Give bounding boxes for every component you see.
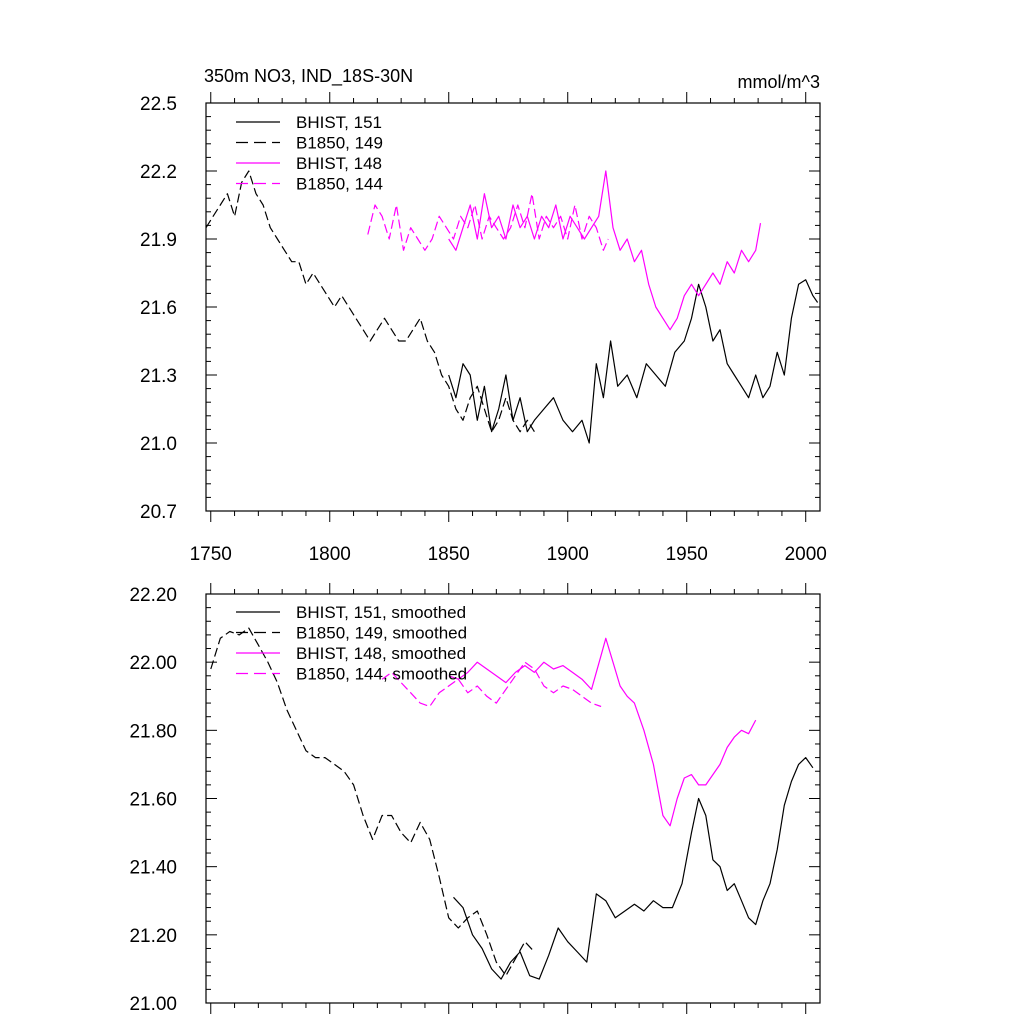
top-y-tick-label: 20.7	[140, 502, 177, 523]
top-x-tick-label: 1950	[666, 544, 708, 565]
bottom-legend-label: BHIST, 151, smoothed	[296, 603, 466, 622]
top-y-tick-label: 21.3	[140, 366, 177, 387]
top-panel: 20.7 21.0 21.3 21.6 21.9 22.2 22.5 1750 1800 1850…	[140, 66, 827, 565]
top-x-tick-label: 1900	[547, 544, 589, 565]
bottom-y-tick-label: 21.40	[129, 858, 177, 879]
bottom-y-tick-label: 21.00	[129, 994, 177, 1015]
top-series-line-b1850-144	[367, 193, 609, 251]
top-x-tick-label: 1800	[309, 544, 351, 565]
bottom-series-line-b1850-149-smoothed	[210, 627, 535, 977]
top-legend-label: B1850, 144	[296, 175, 383, 194]
bottom-legend-label: B1850, 144, smoothed	[296, 665, 467, 684]
top-legend-label: B1850, 149	[296, 134, 383, 153]
top-y-tick-label: 21.0	[140, 434, 177, 455]
top-x-tick-label: 2000	[785, 544, 827, 565]
bottom-legend-label: BHIST, 148, smoothed	[296, 644, 466, 663]
bottom-y-tick-label: 22.00	[129, 653, 177, 674]
bottom-legend-label: B1850, 149, smoothed	[296, 624, 467, 643]
top-legend-label: BHIST, 151	[296, 113, 382, 132]
top-y-tick-label: 22.5	[140, 94, 177, 115]
top-y-tick-label: 22.2	[140, 162, 177, 183]
top-y-tick-label: 21.6	[140, 298, 177, 319]
top-series-line-bhist-151	[448, 279, 819, 444]
top-y-tick-label: 21.9	[140, 230, 177, 251]
top-chart-title: 350m NO3, IND_18S-30N	[204, 66, 413, 87]
top-legend-label: BHIST, 148	[296, 154, 382, 173]
bottom-y-tick-label: 21.60	[129, 790, 177, 811]
bottom-series-line-bhist-151-smoothed	[453, 757, 814, 980]
top-series-line-b1850-149	[205, 170, 535, 433]
bottom-y-tick-label: 21.20	[129, 926, 177, 947]
top-x-tick-label: 1750	[190, 544, 232, 565]
bottom-y-tick-label: 21.80	[129, 721, 177, 742]
bottom-y-tick-label: 22.20	[129, 585, 177, 606]
top-series-line-bhist-148	[448, 170, 762, 331]
bottom-series-line-bhist-148-smoothed	[448, 637, 757, 827]
bottom-series-line-b1850-144-smoothed	[381, 661, 602, 708]
bottom-panel: 21.00 21.20 21.40 21.60 21.80 22.00 22.20 BHIST…	[129, 583, 821, 1015]
top-units-label: mmol/m^3	[738, 72, 820, 92]
top-x-tick-label: 1850	[428, 544, 470, 565]
